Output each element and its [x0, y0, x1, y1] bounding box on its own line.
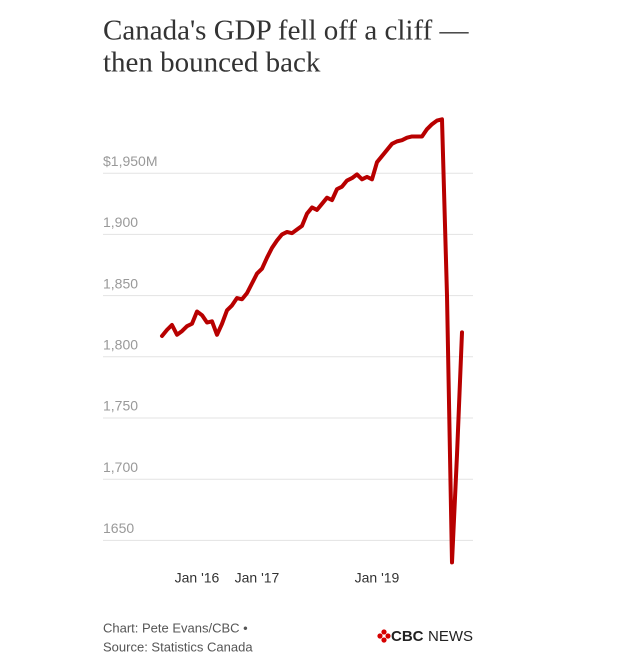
x-tick-label: Jan '16	[175, 570, 220, 586]
brand-logo: CBC NEWS	[377, 628, 473, 645]
y-tick-label: 1,850	[103, 275, 138, 291]
brand-news: NEWS	[428, 628, 473, 645]
y-tick-label: 1,800	[103, 337, 138, 353]
x-tick-label: Jan '17	[235, 570, 280, 586]
chart-title: then bounced back	[103, 47, 321, 79]
y-tick-label: 1,900	[103, 214, 138, 230]
brand-cbc: CBC	[391, 628, 424, 645]
logo-icon	[377, 629, 391, 643]
credit: Chart: Pete Evans/CBC •	[103, 620, 248, 635]
y-tick-label: $1,950M	[103, 153, 157, 169]
y-tick-label: 1,750	[103, 398, 138, 414]
y-tick-label: 1,700	[103, 459, 138, 475]
chart-title: Canada's GDP fell off a cliff —	[103, 15, 469, 47]
x-tick-label: Jan '19	[355, 570, 400, 586]
source: Source: Statistics Canada	[103, 639, 253, 654]
y-tick-label: 1650	[103, 520, 134, 536]
data-line	[160, 117, 464, 565]
